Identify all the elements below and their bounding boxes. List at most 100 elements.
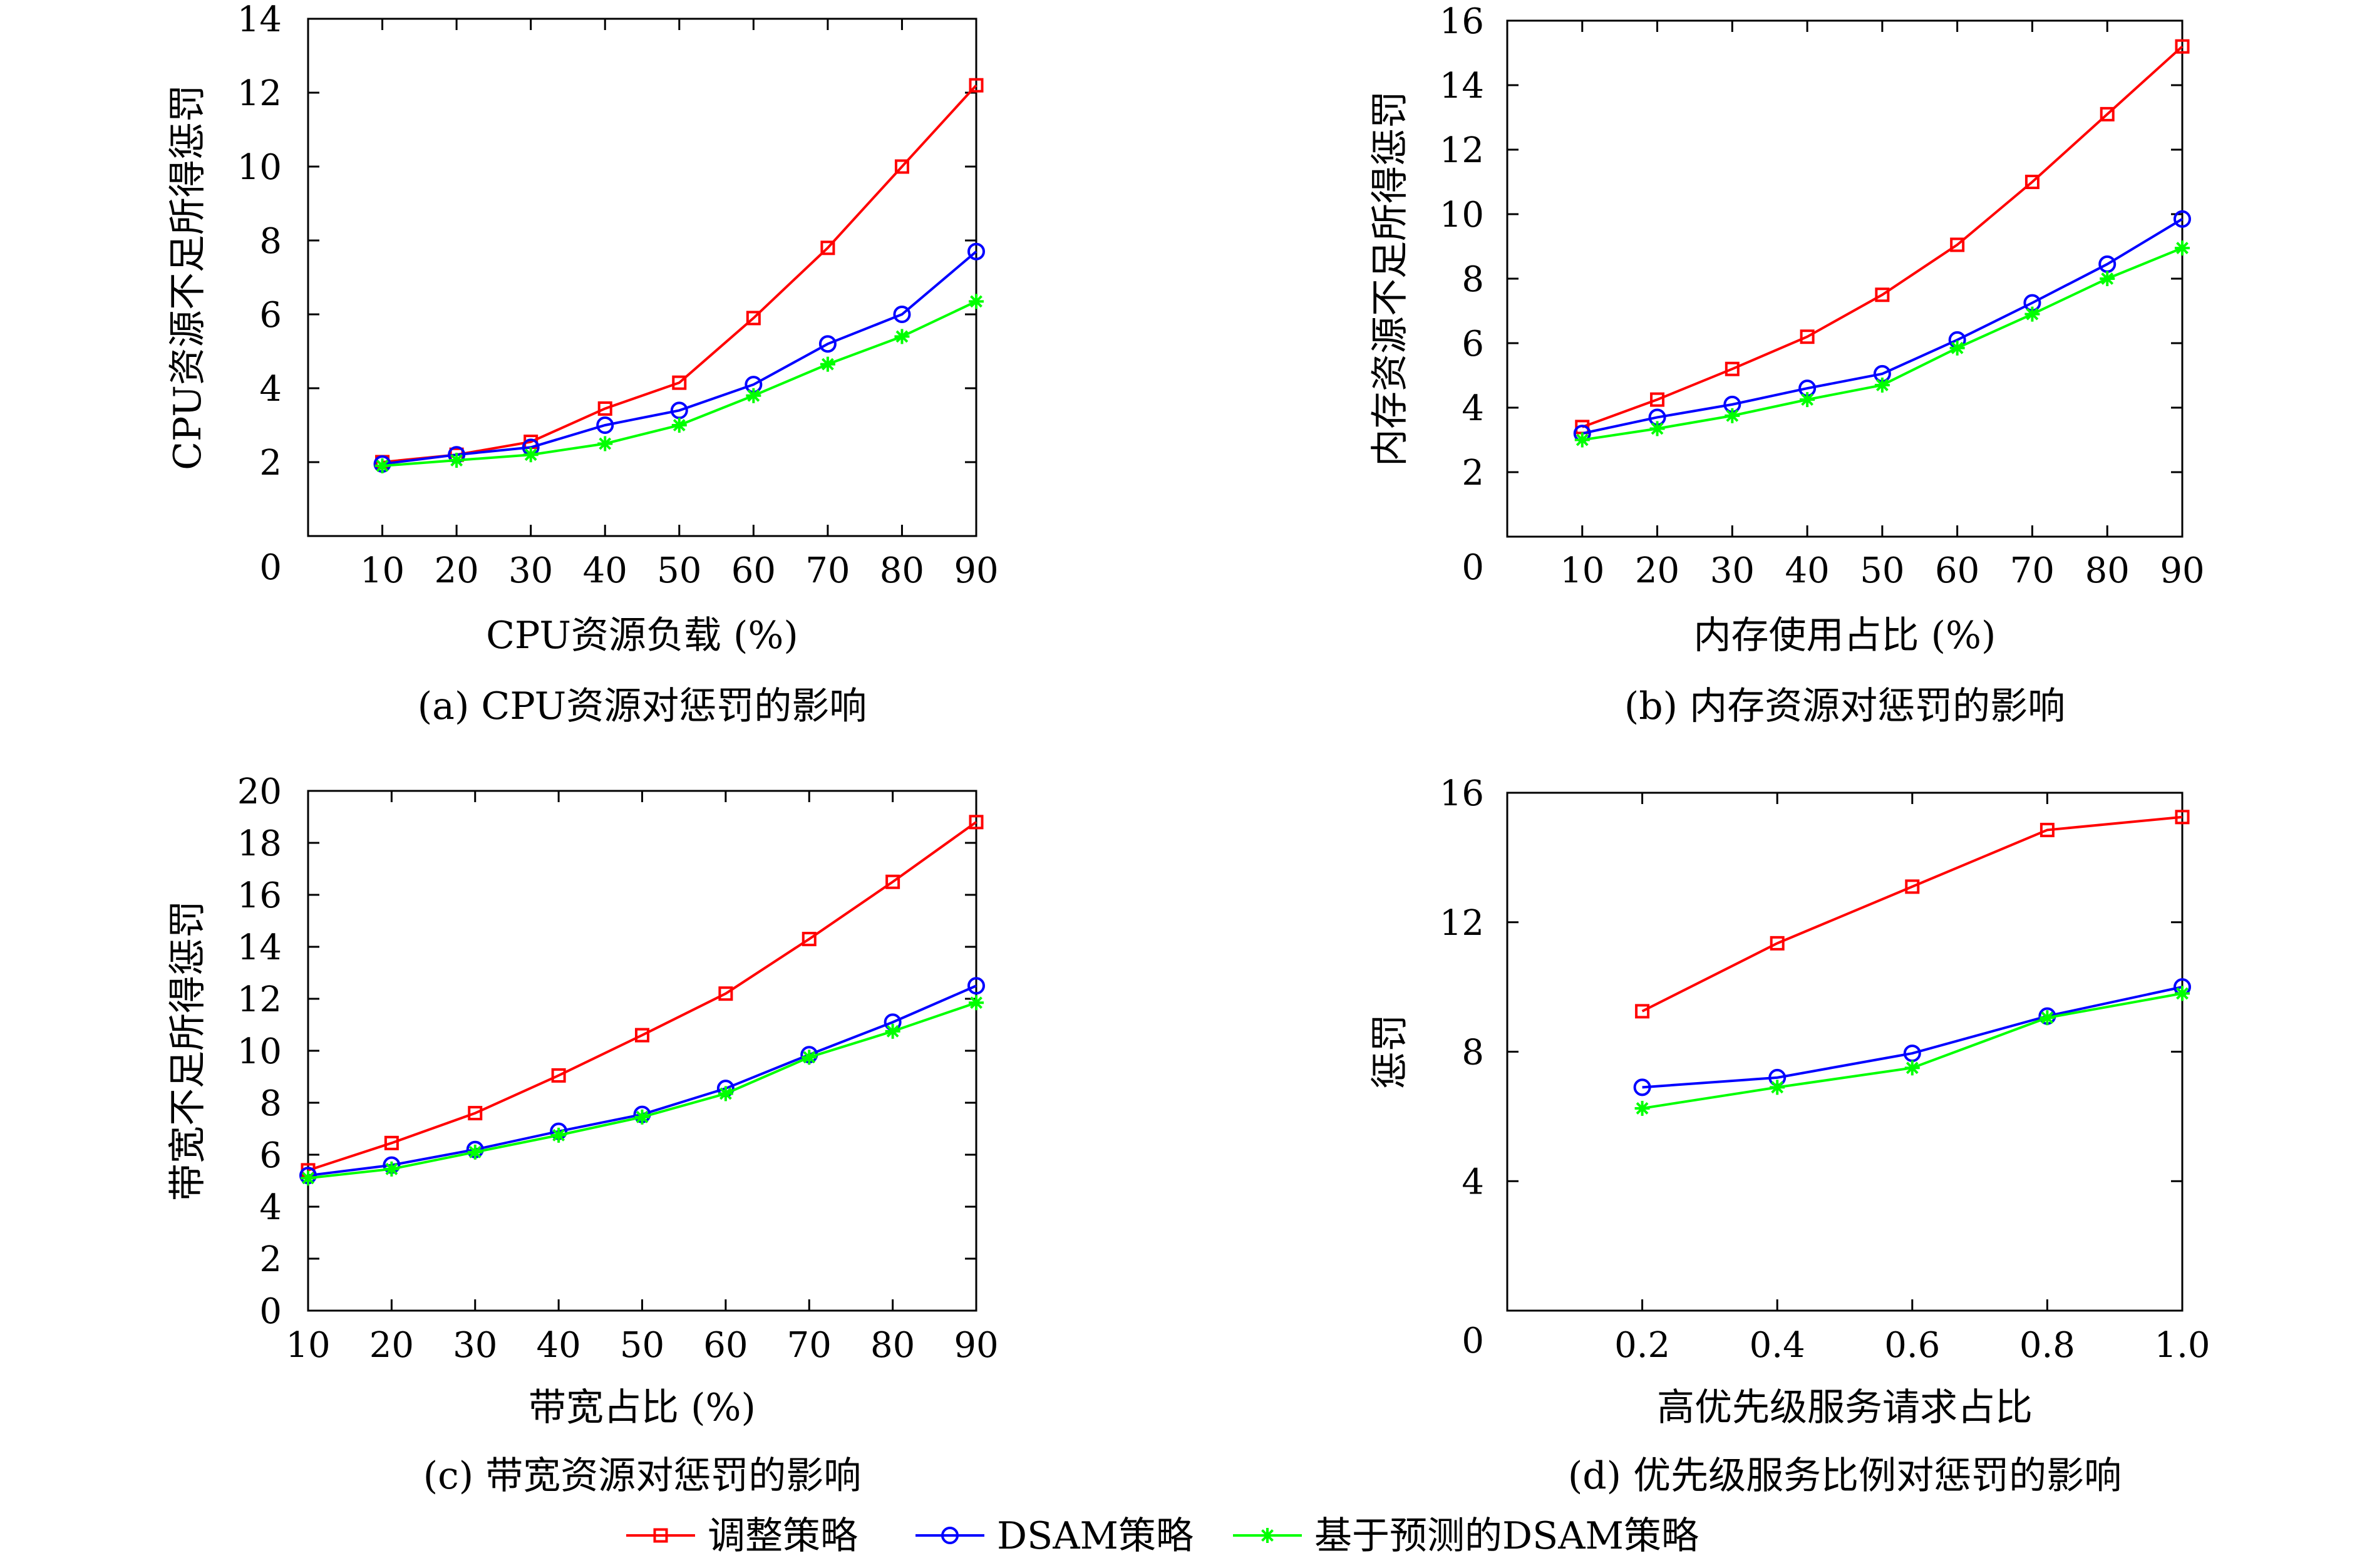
x-tick-label: 50 (620, 1325, 664, 1366)
y-tick-label: 18 (237, 823, 282, 864)
series-2 (1634, 986, 2190, 1116)
x-axis-title: 高优先级服务请求占比 (1657, 1386, 2033, 1430)
legend-marker (941, 1527, 959, 1544)
x-tick-label: 0.2 (1614, 1325, 1670, 1366)
y-tick-label: 14 (1440, 66, 1484, 106)
data-point (969, 78, 984, 93)
x-tick-label: 90 (954, 1325, 998, 1366)
data-point (523, 447, 539, 463)
y-tick-label: 10 (237, 147, 282, 188)
data-point-stroke (821, 358, 834, 371)
data-point (1635, 1004, 1650, 1019)
data-point (1574, 432, 1590, 448)
data-point (468, 1106, 483, 1121)
y-tick-label: 0 (1462, 547, 1484, 588)
data-point-stroke (886, 1024, 899, 1038)
legend-marker-stroke (1261, 1529, 1274, 1542)
x-tick-label: 30 (453, 1325, 497, 1366)
data-point (2040, 1010, 2055, 1026)
data-point (969, 995, 984, 1011)
y-tick-label: 14 (237, 927, 282, 968)
data-point (635, 1028, 649, 1043)
data-point (802, 1050, 817, 1065)
x-tick-label: 0.6 (1884, 1325, 1940, 1366)
data-point (885, 874, 900, 889)
data-point (374, 458, 390, 473)
x-tick-label: 30 (1710, 550, 1755, 591)
data-point-stroke (719, 1087, 732, 1100)
panel-caption: (d) 优先级服务比例对惩罚的影响 (1568, 1454, 2122, 1498)
data-point-stroke (599, 437, 612, 450)
data-point (885, 1023, 900, 1039)
data-point (1649, 421, 1665, 436)
plot-frame (307, 18, 977, 537)
y-tick-label: 2 (1462, 453, 1484, 493)
data-point-stroke (747, 389, 760, 402)
data-point-stroke (1726, 409, 1739, 422)
panel-a: 0 2 4 6 8 10 12 14 10 20 30 40 50 60 70 80 90 CPU资源负载 (%)… (166, 0, 999, 728)
data-point (1904, 1060, 1920, 1076)
x-tick-label: 0.4 (1750, 1325, 1805, 1366)
data-point (746, 388, 761, 403)
y-tick-label: 12 (237, 979, 282, 1020)
data-point-stroke (970, 996, 982, 1009)
y-tick-label: 6 (259, 295, 282, 336)
data-point-stroke (302, 1172, 314, 1185)
y-tick-label: 8 (259, 1083, 282, 1124)
data-point-stroke (2176, 987, 2189, 1000)
x-axis-title: 带宽占比 (%) (529, 1386, 756, 1430)
y-tick-label: 16 (1440, 1, 1484, 42)
y-tick-label: 4 (1462, 1162, 1484, 1202)
legend-label: DSAM策略 (997, 1514, 1194, 1558)
panel-caption: (a) CPU资源对惩罚的影响 (418, 684, 867, 728)
data-point (596, 416, 614, 434)
series-2 (301, 995, 984, 1186)
data-point (718, 986, 733, 1001)
series-line (1582, 45, 2184, 428)
data-point (2040, 822, 2055, 837)
data-point-stroke (673, 419, 686, 431)
data-point (1875, 287, 1890, 302)
y-tick-label: 8 (259, 221, 282, 262)
x-tick-label: 80 (880, 550, 924, 591)
data-point-stroke (385, 1162, 398, 1175)
data-point (1633, 1078, 1651, 1096)
data-point-stroke (1875, 379, 1889, 391)
data-point (672, 375, 687, 390)
legend-item: 基于预测的DSAM策略 (1233, 1514, 1699, 1558)
data-point (634, 1109, 650, 1125)
y-tick-label: 20 (237, 771, 282, 812)
series-0 (301, 815, 984, 1178)
legend-marker (653, 1528, 668, 1543)
data-point (1874, 377, 1890, 393)
series-line (382, 250, 977, 465)
data-point-stroke (636, 1110, 649, 1123)
x-tick-label: 20 (1635, 550, 1679, 591)
y-tick-label: 0 (1462, 1321, 1484, 1361)
data-point-stroke (1801, 393, 1814, 406)
x-tick-label: 90 (2160, 550, 2204, 591)
series-line (1582, 218, 2184, 435)
data-point-stroke (1951, 341, 1964, 354)
y-tick-label: 4 (259, 1187, 282, 1228)
y-tick-label: 10 (1440, 195, 1484, 235)
x-tick-label: 40 (583, 550, 627, 591)
legend-label: 调整策略 (708, 1514, 858, 1558)
data-point (967, 977, 985, 995)
data-point-stroke (2101, 272, 2114, 285)
data-point (820, 356, 835, 372)
data-point (551, 1068, 566, 1083)
data-point (1650, 392, 1665, 407)
data-point-stroke (1771, 1081, 1784, 1094)
x-tick-label: 10 (286, 1325, 330, 1366)
data-point (1725, 408, 1740, 423)
data-point (551, 1127, 567, 1143)
data-point (2024, 306, 2040, 322)
data-point (597, 436, 613, 451)
series-line (382, 84, 977, 463)
y-tick-label: 12 (1440, 130, 1484, 171)
series-line (1642, 986, 2183, 1089)
legend-label: 基于预测的DSAM策略 (1314, 1514, 1699, 1558)
